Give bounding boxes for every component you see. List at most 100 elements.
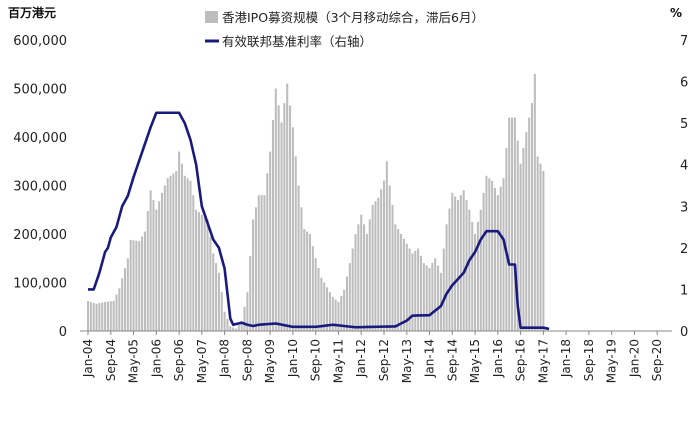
- ipo-bar: [365, 234, 368, 331]
- ipo-bar: [442, 248, 445, 331]
- x-tick-label: Sep-10: [309, 339, 323, 381]
- ipo-bar: [195, 209, 198, 331]
- left-tick-label: 100,000: [13, 277, 67, 292]
- ipo-bar: [141, 236, 144, 331]
- ipo-bar: [363, 224, 366, 331]
- ipo-bar: [146, 210, 149, 331]
- ipo-bar: [348, 263, 351, 331]
- ipo-bar: [189, 180, 192, 331]
- ipo-bar: [488, 178, 491, 331]
- ipo-bar: [471, 221, 474, 332]
- right-y-ticks: 0 1 2 3 4 5 6 7: [680, 34, 688, 340]
- x-tick-label: Sep-06: [172, 339, 186, 381]
- ipo-bar: [98, 303, 101, 331]
- ipo-bar: [280, 122, 283, 331]
- left-tick-label: 300,000: [13, 180, 67, 195]
- ipo-bar: [328, 292, 331, 331]
- ipo-bar: [121, 278, 124, 331]
- ipo-bar: [516, 140, 519, 331]
- ipo-bar: [89, 301, 92, 331]
- right-tick-label: 5: [680, 117, 688, 132]
- ipo-bar: [286, 83, 289, 332]
- ipo-bar: [448, 208, 451, 331]
- right-tick-label: 3: [680, 200, 688, 215]
- ipo-bar: [234, 328, 238, 331]
- ipo-bar: [397, 229, 400, 331]
- ipo-bar: [491, 180, 494, 331]
- ipo-bar: [160, 192, 164, 331]
- x-ticks: Jan-04 Sep-04 May-05 Jan-06 Sep-06 May-07 Jan-…: [81, 331, 664, 383]
- x-tick-label: May-09: [263, 339, 277, 383]
- right-tick-label: 0: [680, 325, 688, 340]
- ipo-bar: [257, 195, 260, 331]
- ipo-bar: [323, 282, 326, 331]
- ipo-bar: [482, 192, 485, 331]
- ipo-bar: [456, 200, 460, 331]
- ipo-bar: [283, 103, 286, 331]
- ipo-bar: [291, 127, 294, 331]
- legend-swatch-bars: [205, 11, 218, 23]
- ipo-bar: [431, 263, 434, 331]
- ipo-bar: [405, 243, 408, 331]
- ipo-bar: [343, 289, 346, 331]
- ipo-bar: [237, 324, 240, 331]
- left-tick-label: 500,000: [13, 83, 67, 98]
- ipo-bar: [417, 248, 420, 331]
- x-tick-label: May-13: [400, 339, 414, 383]
- ipo-bar: [92, 302, 95, 331]
- ipo-bar: [197, 212, 201, 331]
- right-tick-label: 1: [680, 283, 688, 298]
- ipo-bar: [451, 192, 454, 331]
- ipo-bar: [240, 321, 243, 331]
- ipo-bar: [112, 300, 115, 331]
- ipo-bar: [209, 236, 212, 331]
- x-tick-label: May-17: [536, 339, 550, 383]
- ipo-bar: [400, 234, 403, 331]
- ipo-bar: [303, 229, 306, 331]
- ipo-bar: [289, 105, 292, 331]
- x-tick-label: Sep-12: [377, 339, 391, 381]
- ipo-bar: [345, 276, 349, 331]
- ipo-bar: [380, 189, 383, 331]
- ipo-bar: [180, 163, 183, 331]
- left-tick-label: 200,000: [13, 228, 67, 243]
- x-tick-label: Sep-08: [240, 339, 254, 381]
- ipo-bar: [519, 163, 522, 331]
- ipo-bar: [274, 88, 277, 331]
- ipo-bar: [334, 299, 337, 331]
- x-tick-label: May-07: [195, 339, 209, 383]
- ipo-bar: [493, 187, 496, 331]
- legend-label-bars: 香港IPO募资规模（3个月移动综合，滞后6月）: [222, 10, 484, 25]
- ipo-bar: [408, 248, 411, 331]
- ipo-bar: [419, 255, 423, 331]
- left-tick-label: 400,000: [13, 131, 67, 146]
- ipo-bar: [249, 255, 252, 331]
- ipo-bar: [243, 306, 246, 331]
- ipo-bar: [428, 267, 431, 331]
- ipo-bar: [203, 217, 206, 331]
- fed-rate-line: [88, 111, 550, 331]
- ipo-bar: [371, 204, 374, 331]
- ipo-bar: [229, 326, 232, 331]
- right-tick-label: 4: [680, 159, 688, 174]
- ipo-bar: [502, 178, 505, 331]
- ipo-bar: [377, 197, 380, 332]
- right-tick-label: 2: [680, 242, 688, 257]
- ipo-bar: [266, 173, 269, 332]
- ipo-bar: [496, 195, 499, 331]
- ipo-bar: [459, 195, 462, 331]
- ipo-bar: [357, 224, 360, 331]
- ipo-bar: [505, 147, 508, 331]
- left-y-ticks: 0 100,000 200,000 300,000 400,000 500,000 600,…: [13, 34, 67, 340]
- ipo-bar: [320, 277, 323, 331]
- ipo-bar: [382, 180, 386, 331]
- ipo-bar: [425, 265, 428, 331]
- ipo-bar: [86, 300, 90, 331]
- ipo-bar: [300, 207, 303, 331]
- ipo-bar: [172, 173, 175, 332]
- ipo-bar: [149, 190, 152, 331]
- ipo-bar: [135, 240, 138, 331]
- ipo-bar: [542, 170, 545, 331]
- ipo-bar: [226, 318, 229, 332]
